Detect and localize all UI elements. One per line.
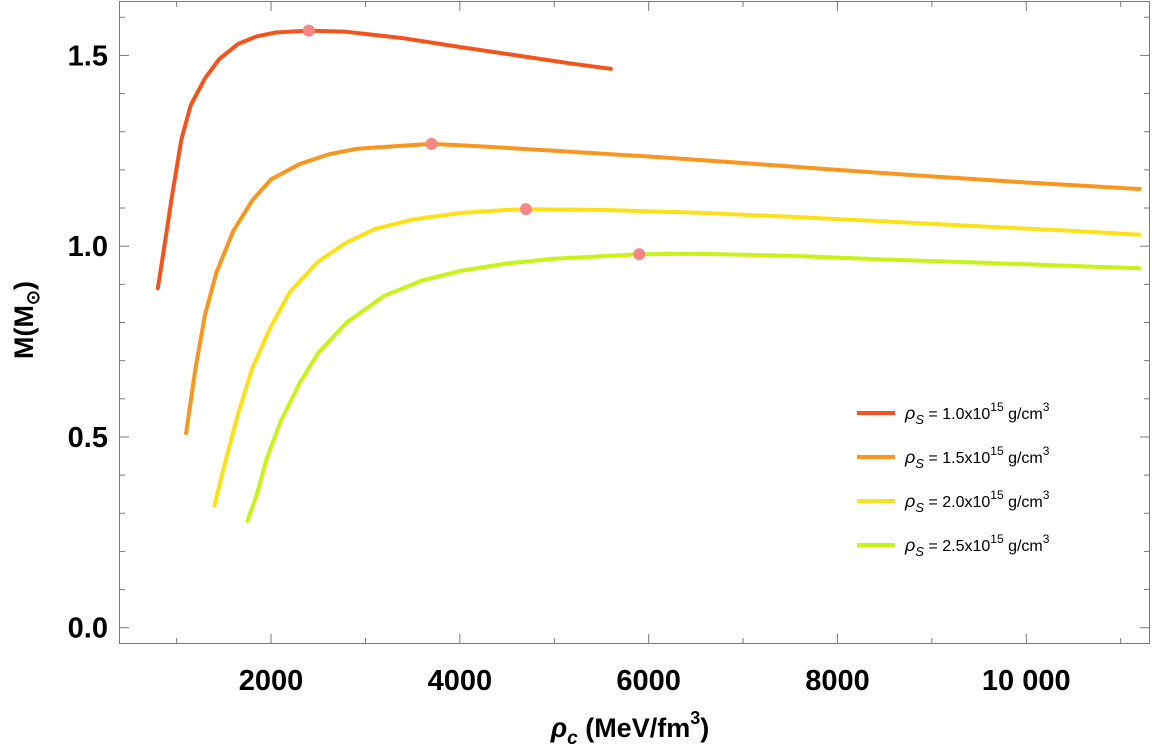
legend-label-2: ρS = 1.5x1015 g/cm3	[904, 444, 1050, 471]
legend-label-1: ρS = 1.0x1015 g/cm3	[904, 400, 1050, 427]
y-tick-label: 0.0	[68, 613, 108, 645]
plot-frame	[119, 1, 1150, 644]
series-lines	[155, 28, 1142, 523]
max-point-1	[302, 24, 315, 37]
axis-ticks	[120, 2, 1149, 643]
legend: ρS = 1.0x1015 g/cm3 ρS = 1.5x1015 g/cm3 ρS…	[857, 400, 1050, 559]
x-axis-title: ρc (MeV/fm3)	[550, 708, 709, 747]
tick-labels: 2000 4000 6000 8000 10 000 0.0 0.5 1.0 1.5	[68, 40, 1071, 697]
series-line-1	[155, 28, 613, 291]
max-points	[302, 24, 646, 261]
series-line-2	[184, 141, 1142, 436]
x-tick-label: 10 000	[982, 665, 1071, 697]
max-point-3	[519, 203, 532, 216]
x-tick-label: 4000	[428, 665, 493, 697]
legend-label-3: ρS = 2.0x1015 g/cm3	[904, 488, 1050, 515]
series-line-3	[212, 207, 1142, 508]
y-tick-label: 1.5	[68, 40, 108, 72]
max-point-4	[633, 248, 646, 261]
y-tick-label: 0.5	[68, 422, 108, 454]
max-point-2	[425, 137, 438, 150]
series-line-4	[245, 251, 1142, 523]
x-tick-label: 6000	[616, 665, 681, 697]
y-tick-label: 1.0	[68, 231, 108, 263]
legend-label-4: ρS = 2.5x1015 g/cm3	[904, 532, 1050, 559]
x-tick-label: 8000	[805, 665, 870, 697]
x-tick-label: 2000	[239, 665, 304, 697]
y-axis-title: M(M⊙)	[9, 281, 43, 359]
